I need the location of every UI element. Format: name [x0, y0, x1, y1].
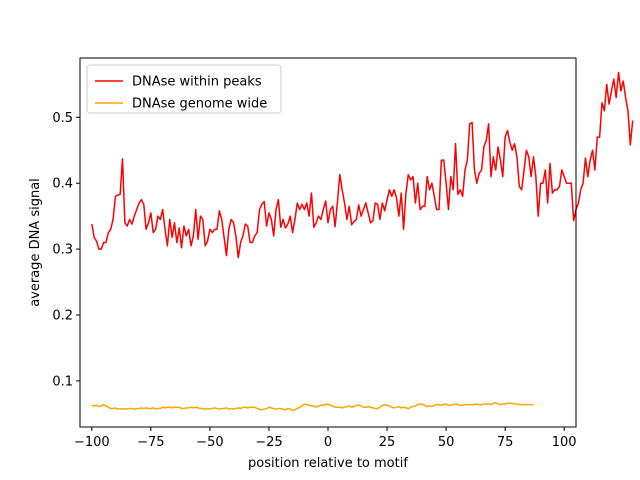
x-tick-label: 0	[324, 435, 332, 450]
x-axis-label: position relative to motif	[248, 456, 408, 471]
legend: DNAse within peaks DNAse genome wide	[86, 64, 282, 114]
y-axis-label: average DNA signal	[28, 178, 43, 307]
x-axis: −100 −75 −50 −25 0 25 50 75 100	[74, 427, 577, 450]
y-tick-label: 0.1	[52, 374, 73, 389]
x-tick-label: 50	[438, 435, 455, 450]
x-tick-label: −50	[196, 435, 223, 450]
x-tick-label: −75	[137, 435, 164, 450]
y-axis: 0.1 0.2 0.3 0.4 0.5	[52, 111, 80, 389]
series-layer	[91, 71, 634, 412]
legend-label: DNAse genome wide	[132, 97, 267, 112]
y-tick-label: 0.2	[52, 308, 73, 323]
x-tick-label: 100	[552, 435, 577, 450]
x-tick-label: −25	[255, 435, 282, 450]
y-tick-label: 0.5	[52, 111, 73, 126]
legend-box	[86, 64, 282, 114]
series-line-dnase-within-peaks	[91, 71, 634, 259]
y-tick-label: 0.3	[52, 243, 73, 258]
y-tick-label: 0.4	[52, 177, 73, 192]
x-tick-label: 75	[497, 435, 514, 450]
x-tick-label: −100	[74, 435, 110, 450]
series-line-dnase-genome-wide	[91, 401, 534, 412]
x-tick-label: 25	[379, 435, 396, 450]
legend-label: DNAse within peaks	[132, 75, 262, 90]
